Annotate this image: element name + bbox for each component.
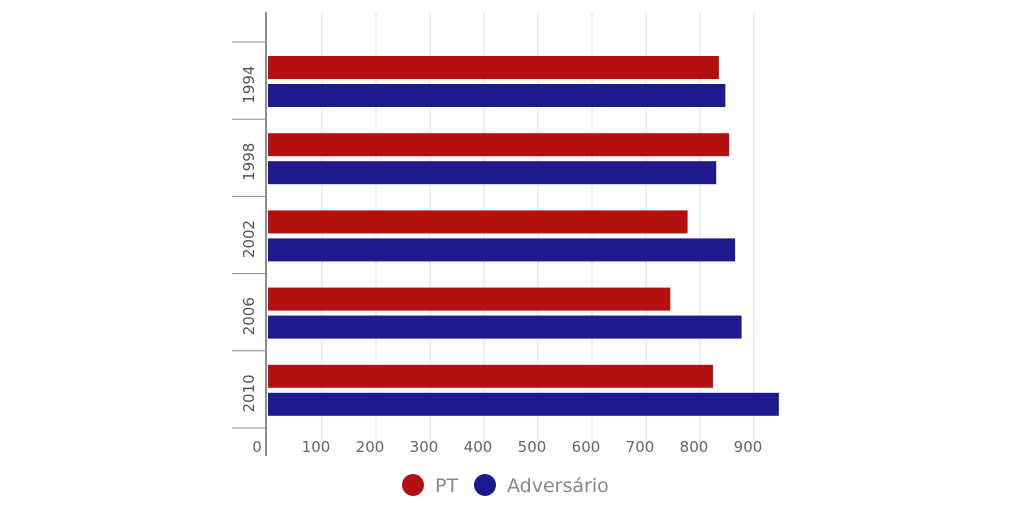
legend-label: PT — [435, 475, 458, 497]
bars — [268, 56, 779, 416]
bar-advers-rio-1998 — [268, 161, 717, 185]
category-label: 1998 — [240, 143, 258, 181]
x-tick-label: 300 — [410, 438, 439, 456]
bar-pt-2010 — [268, 364, 713, 388]
axes — [232, 12, 267, 456]
legend-label: Adversário — [507, 475, 609, 497]
x-tick-label: 100 — [302, 438, 331, 456]
bar-advers-rio-1994 — [268, 84, 726, 107]
bar-advers-rio-2006 — [268, 315, 742, 339]
category-label: 1994 — [240, 66, 258, 104]
category-label: 2002 — [240, 220, 258, 258]
legend-marker — [402, 474, 424, 496]
x-tick-labels: 0 100 200 300 400 500 600 700 800 900 — [252, 438, 762, 456]
x-tick-label: 400 — [464, 438, 493, 456]
x-tick-label: 200 — [356, 438, 385, 456]
x-tick-label: 700 — [626, 438, 655, 456]
x-tick-label: 900 — [734, 438, 763, 456]
x-tick-label: 600 — [572, 438, 601, 456]
x-tick-label: 0 — [252, 438, 262, 456]
bar-pt-1994 — [268, 56, 719, 79]
x-tick-label: 500 — [518, 438, 547, 456]
bar-pt-2006 — [268, 287, 671, 311]
bar-advers-rio-2010 — [268, 392, 779, 416]
bar-pt-2002 — [268, 210, 688, 234]
category-label: 2006 — [240, 297, 258, 335]
bar-advers-rio-2002 — [268, 238, 736, 262]
category-labels: 1994 1998 2002 2006 2010 — [240, 66, 258, 413]
legend: PT Adversário — [402, 474, 609, 497]
bar-pt-1998 — [268, 133, 730, 157]
legend-marker — [474, 474, 496, 496]
x-tick-label: 800 — [680, 438, 709, 456]
category-label: 2010 — [240, 374, 258, 412]
